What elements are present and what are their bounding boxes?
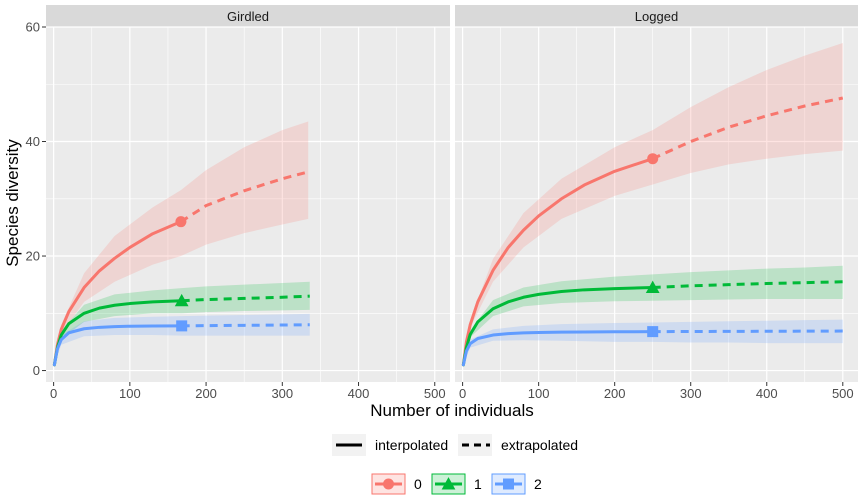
extrapolated-line-0 (652, 96, 844, 161)
panel-strip-label: Girdled (227, 9, 269, 24)
panel-logged: Logged 0 100 200 300 400 500 (455, 5, 858, 401)
x-tick-label: 400 (756, 386, 778, 401)
confidence-band-0 (54, 121, 309, 365)
interpolated-line-0 (461, 157, 655, 367)
extrapolated-line-2 (652, 329, 843, 334)
legend-label-0: 0 (414, 476, 422, 492)
panel-background (455, 27, 858, 382)
panel-background (46, 27, 450, 382)
panel-strip-label: Logged (635, 9, 678, 24)
observed-point-1 (645, 280, 660, 294)
observed-point-0 (647, 153, 659, 165)
observed-point-1 (174, 293, 189, 307)
interpolated-line-1 (461, 286, 655, 367)
observed-point-2 (647, 326, 659, 338)
x-tick-label: 500 (832, 386, 854, 401)
legend-label-interpolated: interpolated (375, 437, 448, 453)
extrapolated-line-1 (181, 294, 310, 303)
extrapolated-line-1 (652, 280, 843, 290)
panel-strip (455, 5, 858, 27)
observed-point-0 (175, 216, 187, 228)
x-axis-title: Number of individuals (370, 401, 533, 420)
x-tick-label: 500 (424, 386, 446, 401)
extrapolated-line-2 (181, 323, 310, 328)
x-tick-label: 200 (195, 386, 217, 401)
legend-label-2: 2 (534, 476, 542, 492)
x-tick-label: 100 (528, 386, 550, 401)
y-tick-label: 60 (26, 20, 40, 35)
panel-girdled: Girdled 0 100 200 300 400 500 0 20 40 60 (26, 5, 450, 401)
legend-key-marker-0 (383, 478, 394, 490)
extrapolated-line-0 (180, 170, 309, 223)
x-tick-label: 100 (119, 386, 141, 401)
legend-key-marker-1 (441, 477, 456, 490)
y-tick-label: 20 (26, 249, 40, 264)
y-tick-label: 0 (33, 363, 40, 378)
legend-line-type: interpolated extrapolated (332, 434, 578, 456)
legend-key-marker-2 (503, 478, 514, 490)
x-tick-label: 300 (680, 386, 702, 401)
x-tick-label: 300 (271, 386, 293, 401)
observed-point-2 (176, 320, 188, 332)
interpolated-line-2 (461, 330, 655, 367)
panel-strip (46, 5, 450, 27)
x-tick-label: 0 (50, 386, 57, 401)
legend-group: 0 1 2 (371, 473, 542, 495)
legend-label-1: 1 (474, 476, 482, 492)
x-tick-label: 200 (604, 386, 626, 401)
confidence-band-1 (54, 281, 310, 365)
legend-label-extrapolated: extrapolated (501, 437, 578, 453)
x-tick-label: 400 (348, 386, 370, 401)
y-tick-label: 40 (26, 134, 40, 149)
interpolated-line-2 (52, 324, 184, 367)
confidence-band-0 (463, 43, 843, 365)
x-tick-label: 0 (459, 386, 466, 401)
y-axis-title: Species diversity (3, 139, 22, 267)
